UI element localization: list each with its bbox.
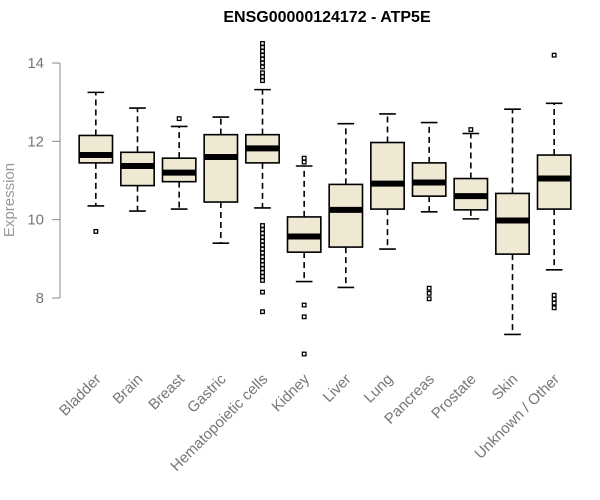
box-group [453, 127, 489, 220]
outlier-point [426, 296, 432, 302]
x-tick-label: Liver [320, 371, 355, 406]
x-tick-label: Kidney [269, 370, 314, 415]
iqr-box [328, 183, 364, 248]
y-tick-label: 12 [27, 133, 44, 150]
outlier-point [176, 116, 182, 122]
box-group [495, 108, 530, 336]
box-group [328, 122, 364, 289]
x-tick-label: Prostate [428, 371, 480, 423]
outlier-point [260, 78, 265, 84]
iqr-box [536, 154, 572, 210]
chart-title: ENSG00000124172 - ATP5E [223, 9, 431, 26]
box-group [120, 107, 155, 212]
outlier-point [426, 285, 432, 291]
outlier-point [260, 227, 265, 232]
outlier-point [260, 234, 265, 240]
outlier-point [301, 155, 307, 161]
outlier-point [260, 230, 265, 236]
outlier-point [260, 52, 265, 58]
outlier-point [301, 314, 307, 320]
outlier-point [301, 159, 307, 165]
y-tick-label: 10 [27, 212, 44, 229]
box-group [286, 155, 322, 357]
outlier-point [260, 274, 265, 279]
outlier-point [260, 258, 265, 264]
outlier-point [301, 351, 307, 357]
box-group [78, 91, 114, 234]
box-group [203, 116, 239, 244]
outlier-point [260, 238, 265, 244]
outlier-point [260, 48, 265, 54]
y-tick-label: 8 [36, 290, 44, 307]
x-tick-label: Bladder [56, 371, 105, 420]
iqr-box [78, 134, 114, 164]
iqr-box [370, 141, 405, 210]
box-group [161, 116, 197, 210]
outlier-point [260, 254, 265, 260]
y-axis-label: Expression [1, 163, 18, 237]
iqr-box [203, 133, 239, 203]
outlier-point [260, 242, 265, 248]
outlier-point [260, 64, 265, 70]
y-ticks: 8 10 12 14 [27, 55, 60, 307]
outlier-point [301, 302, 307, 308]
x-tick-label: Brain [110, 371, 147, 408]
box-group [411, 121, 447, 302]
outlier-point [260, 266, 265, 272]
outlier-point [551, 296, 557, 302]
outlier-point [260, 60, 265, 66]
x-tick-label: Lung [361, 371, 397, 407]
outlier-point [426, 290, 432, 296]
outlier-point [260, 56, 265, 62]
outlier-point [260, 70, 265, 76]
iqr-box [495, 192, 530, 255]
boxes [78, 40, 572, 357]
outlier-point [260, 262, 265, 268]
outlier-point [93, 228, 99, 234]
outlier-point [468, 127, 474, 133]
outlier-point [260, 289, 265, 295]
outlier-point [260, 270, 265, 275]
outlier-point [260, 277, 265, 283]
outlier-point [551, 300, 557, 306]
outlier-point [260, 223, 265, 228]
outlier-point [551, 305, 557, 311]
outlier-point [260, 74, 265, 80]
outlier-point [551, 292, 557, 298]
outlier-point [260, 246, 265, 252]
outlier-point [260, 44, 265, 50]
x-tick-label: Skin [489, 371, 522, 404]
y-tick-label: 14 [27, 55, 44, 72]
outlier-point [551, 52, 557, 58]
x-tick-label: Breast [145, 370, 188, 413]
box-group [370, 113, 405, 250]
outlier-point [260, 250, 265, 256]
outlier-point [260, 309, 265, 315]
outlier-point [260, 40, 265, 46]
box-group [245, 40, 280, 315]
box-group [536, 52, 572, 311]
